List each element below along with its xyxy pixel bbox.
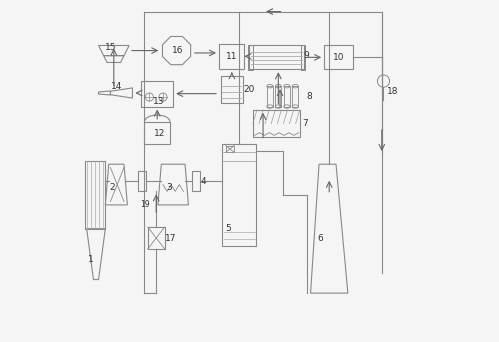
Text: 5: 5	[226, 224, 232, 233]
Text: 14: 14	[111, 82, 122, 91]
Text: 8: 8	[306, 92, 312, 101]
Bar	[219, 44, 245, 69]
Bar	[275, 86, 281, 107]
Text: 18: 18	[387, 87, 398, 96]
Bar	[148, 227, 165, 249]
Text: 9: 9	[303, 51, 309, 60]
Bar	[144, 122, 170, 144]
Text: 19: 19	[140, 200, 150, 209]
Text: 7: 7	[302, 119, 308, 128]
Bar	[192, 171, 200, 192]
Text: 11: 11	[227, 52, 238, 61]
Text: 13: 13	[153, 97, 164, 106]
Bar	[301, 45, 305, 70]
Bar	[292, 86, 298, 107]
Bar	[324, 45, 353, 69]
Bar	[226, 146, 234, 152]
Bar	[250, 45, 304, 69]
Bar	[138, 171, 146, 192]
Bar	[141, 81, 173, 107]
Bar	[85, 161, 105, 229]
Text: 20: 20	[244, 85, 255, 94]
Text: 17: 17	[165, 234, 177, 244]
Text: 12: 12	[154, 129, 165, 138]
Text: 16: 16	[172, 46, 184, 55]
Bar	[223, 144, 256, 246]
Text: 6: 6	[317, 234, 323, 244]
Bar	[221, 76, 243, 103]
Text: 2: 2	[110, 183, 115, 193]
Bar	[249, 45, 252, 70]
Text: 10: 10	[333, 53, 344, 62]
Bar	[253, 110, 300, 137]
Text: 4: 4	[201, 177, 206, 186]
Text: 15: 15	[105, 43, 117, 52]
Text: 1: 1	[88, 255, 94, 264]
Bar	[267, 86, 273, 107]
Bar	[284, 86, 290, 107]
Text: 3: 3	[166, 183, 172, 193]
